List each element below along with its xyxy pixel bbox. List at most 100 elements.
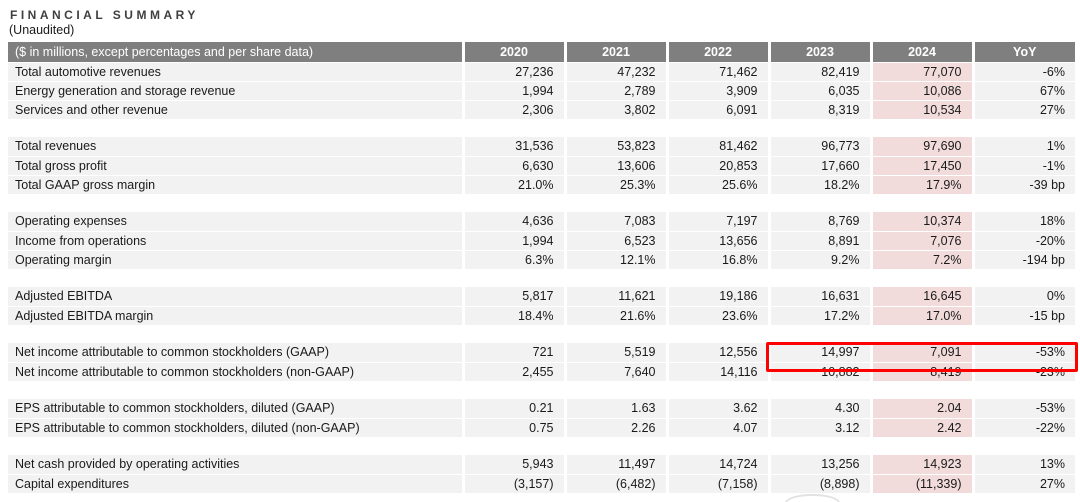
cell-2021: 13,606 [563,156,667,176]
cell-yoy: 27% [971,474,1075,494]
row-label: Net income attributable to common stockh… [8,343,463,363]
cell-2022: 7,197 [665,212,769,232]
cell-2023: (8,898) [767,474,871,494]
cell-yoy: 27% [971,100,1075,120]
cell-2022: 4.07 [665,418,769,438]
cell-2023: 16,631 [767,287,871,307]
cell-2024: 16,645 [869,287,973,307]
cell-yoy: -1% [971,156,1075,176]
cell-2020: 0.75 [461,418,565,438]
cell-yoy: 0% [971,287,1075,307]
cell-2022: 25.6% [665,175,769,195]
table-row: Income from operations 1,994 6,523 13,656 8,… [8,231,1075,251]
cell-2022: 71,462 [665,62,769,82]
cell-2024: 8,419 [869,362,973,382]
cell-2021: 6,523 [563,231,667,251]
cell-2020: 6.3% [461,250,565,270]
row-label: Total revenues [8,137,463,157]
cell-2021: 5,519 [563,343,667,363]
row-label: Adjusted EBITDA [8,287,463,307]
row-label: Income from operations [8,231,463,251]
cell-2020: 2,306 [461,100,565,120]
cell-yoy: 13% [971,455,1075,475]
cell-yoy: -53% [971,343,1075,363]
cell-2024: 77,070 [869,62,973,82]
cursor-circle [785,494,840,502]
cell-2022: 3,909 [665,81,769,101]
cell-2022: (7,158) [665,474,769,494]
cell-2023: 82,419 [767,62,871,82]
row-label: Capital expenditures [8,474,463,494]
cell-2020: 2,455 [461,362,565,382]
cell-2020: 1,994 [461,81,565,101]
cell-yoy: -22% [971,418,1075,438]
cell-2021: 2,789 [563,81,667,101]
table-row: Net income attributable to common stockh… [8,343,1075,363]
column-header-2020: 2020 [461,42,565,63]
cell-yoy: 67% [971,81,1075,101]
cell-2021: 7,083 [563,212,667,232]
table-row: Adjusted EBITDA margin 18.4% 21.6% 23.6% 17.… [8,306,1075,326]
table-row: EPS attributable to common stockholders,… [8,418,1075,438]
table-header-row: ($ in millions, except percentages and p… [8,42,1075,63]
financial-summary-table: ($ in millions, except percentages and p… [8,42,1075,494]
page-subtitle: (Unaudited) [9,23,75,37]
cell-2021: 3,802 [563,100,667,120]
table-row: Net income attributable to common stockh… [8,362,1075,382]
cell-2023: 17.2% [767,306,871,326]
cell-2023: 18.2% [767,175,871,195]
cell-2023: 3.12 [767,418,871,438]
cell-2022: 19,186 [665,287,769,307]
cell-2024: 17.9% [869,175,973,195]
cell-2020: 721 [461,343,565,363]
row-label: EPS attributable to common stockholders,… [8,418,463,438]
cell-2021: 11,497 [563,455,667,475]
cell-2023: 17,660 [767,156,871,176]
table-row: Net cash provided by operating activitie… [8,455,1075,475]
cell-2023: 14,997 [767,343,871,363]
table-row: Operating margin 6.3% 12.1% 16.8% 9.2% 7.2% -1… [8,250,1075,270]
cell-2020: (3,157) [461,474,565,494]
row-label: Total GAAP gross margin [8,175,463,195]
cell-2021: 25.3% [563,175,667,195]
cell-2024: 17.0% [869,306,973,326]
row-label: Operating expenses [8,212,463,232]
cell-2024: 10,086 [869,81,973,101]
cell-yoy: -6% [971,62,1075,82]
cell-2022: 23.6% [665,306,769,326]
section-spacer-row [8,194,1075,212]
cell-2020: 18.4% [461,306,565,326]
cell-2023: 6,035 [767,81,871,101]
section-spacer-row [8,269,1075,287]
cell-2021: 21.6% [563,306,667,326]
section-spacer-row [8,381,1075,399]
cell-2022: 12,556 [665,343,769,363]
cell-2023: 9.2% [767,250,871,270]
column-header-2021: 2021 [563,42,667,63]
cell-2020: 0.21 [461,399,565,419]
cell-2020: 21.0% [461,175,565,195]
row-label: Services and other revenue [8,100,463,120]
cell-2023: 10,882 [767,362,871,382]
cell-2021: (6,482) [563,474,667,494]
table-row: Adjusted EBITDA 5,817 11,621 19,186 16,631 16… [8,287,1075,307]
cell-2021: 53,823 [563,137,667,157]
cell-2021: 12.1% [563,250,667,270]
cell-yoy: -15 bp [971,306,1075,326]
table-row: Operating expenses 4,636 7,083 7,197 8,769 10… [8,212,1075,232]
row-label: Net cash provided by operating activitie… [8,455,463,475]
cell-yoy: -39 bp [971,175,1075,195]
cell-2024: 10,374 [869,212,973,232]
cell-2020: 6,630 [461,156,565,176]
cell-2024: (11,339) [869,474,973,494]
cell-2024: 7.2% [869,250,973,270]
cell-2023: 8,319 [767,100,871,120]
cell-yoy: -20% [971,231,1075,251]
column-header-yoy: YoY [971,42,1075,63]
cell-yoy: -194 bp [971,250,1075,270]
table-row: EPS attributable to common stockholders,… [8,399,1075,419]
table-row: Total revenues 31,536 53,823 81,462 96,773 97… [8,137,1075,157]
cell-2024: 14,923 [869,455,973,475]
cell-2021: 11,621 [563,287,667,307]
cell-2023: 13,256 [767,455,871,475]
